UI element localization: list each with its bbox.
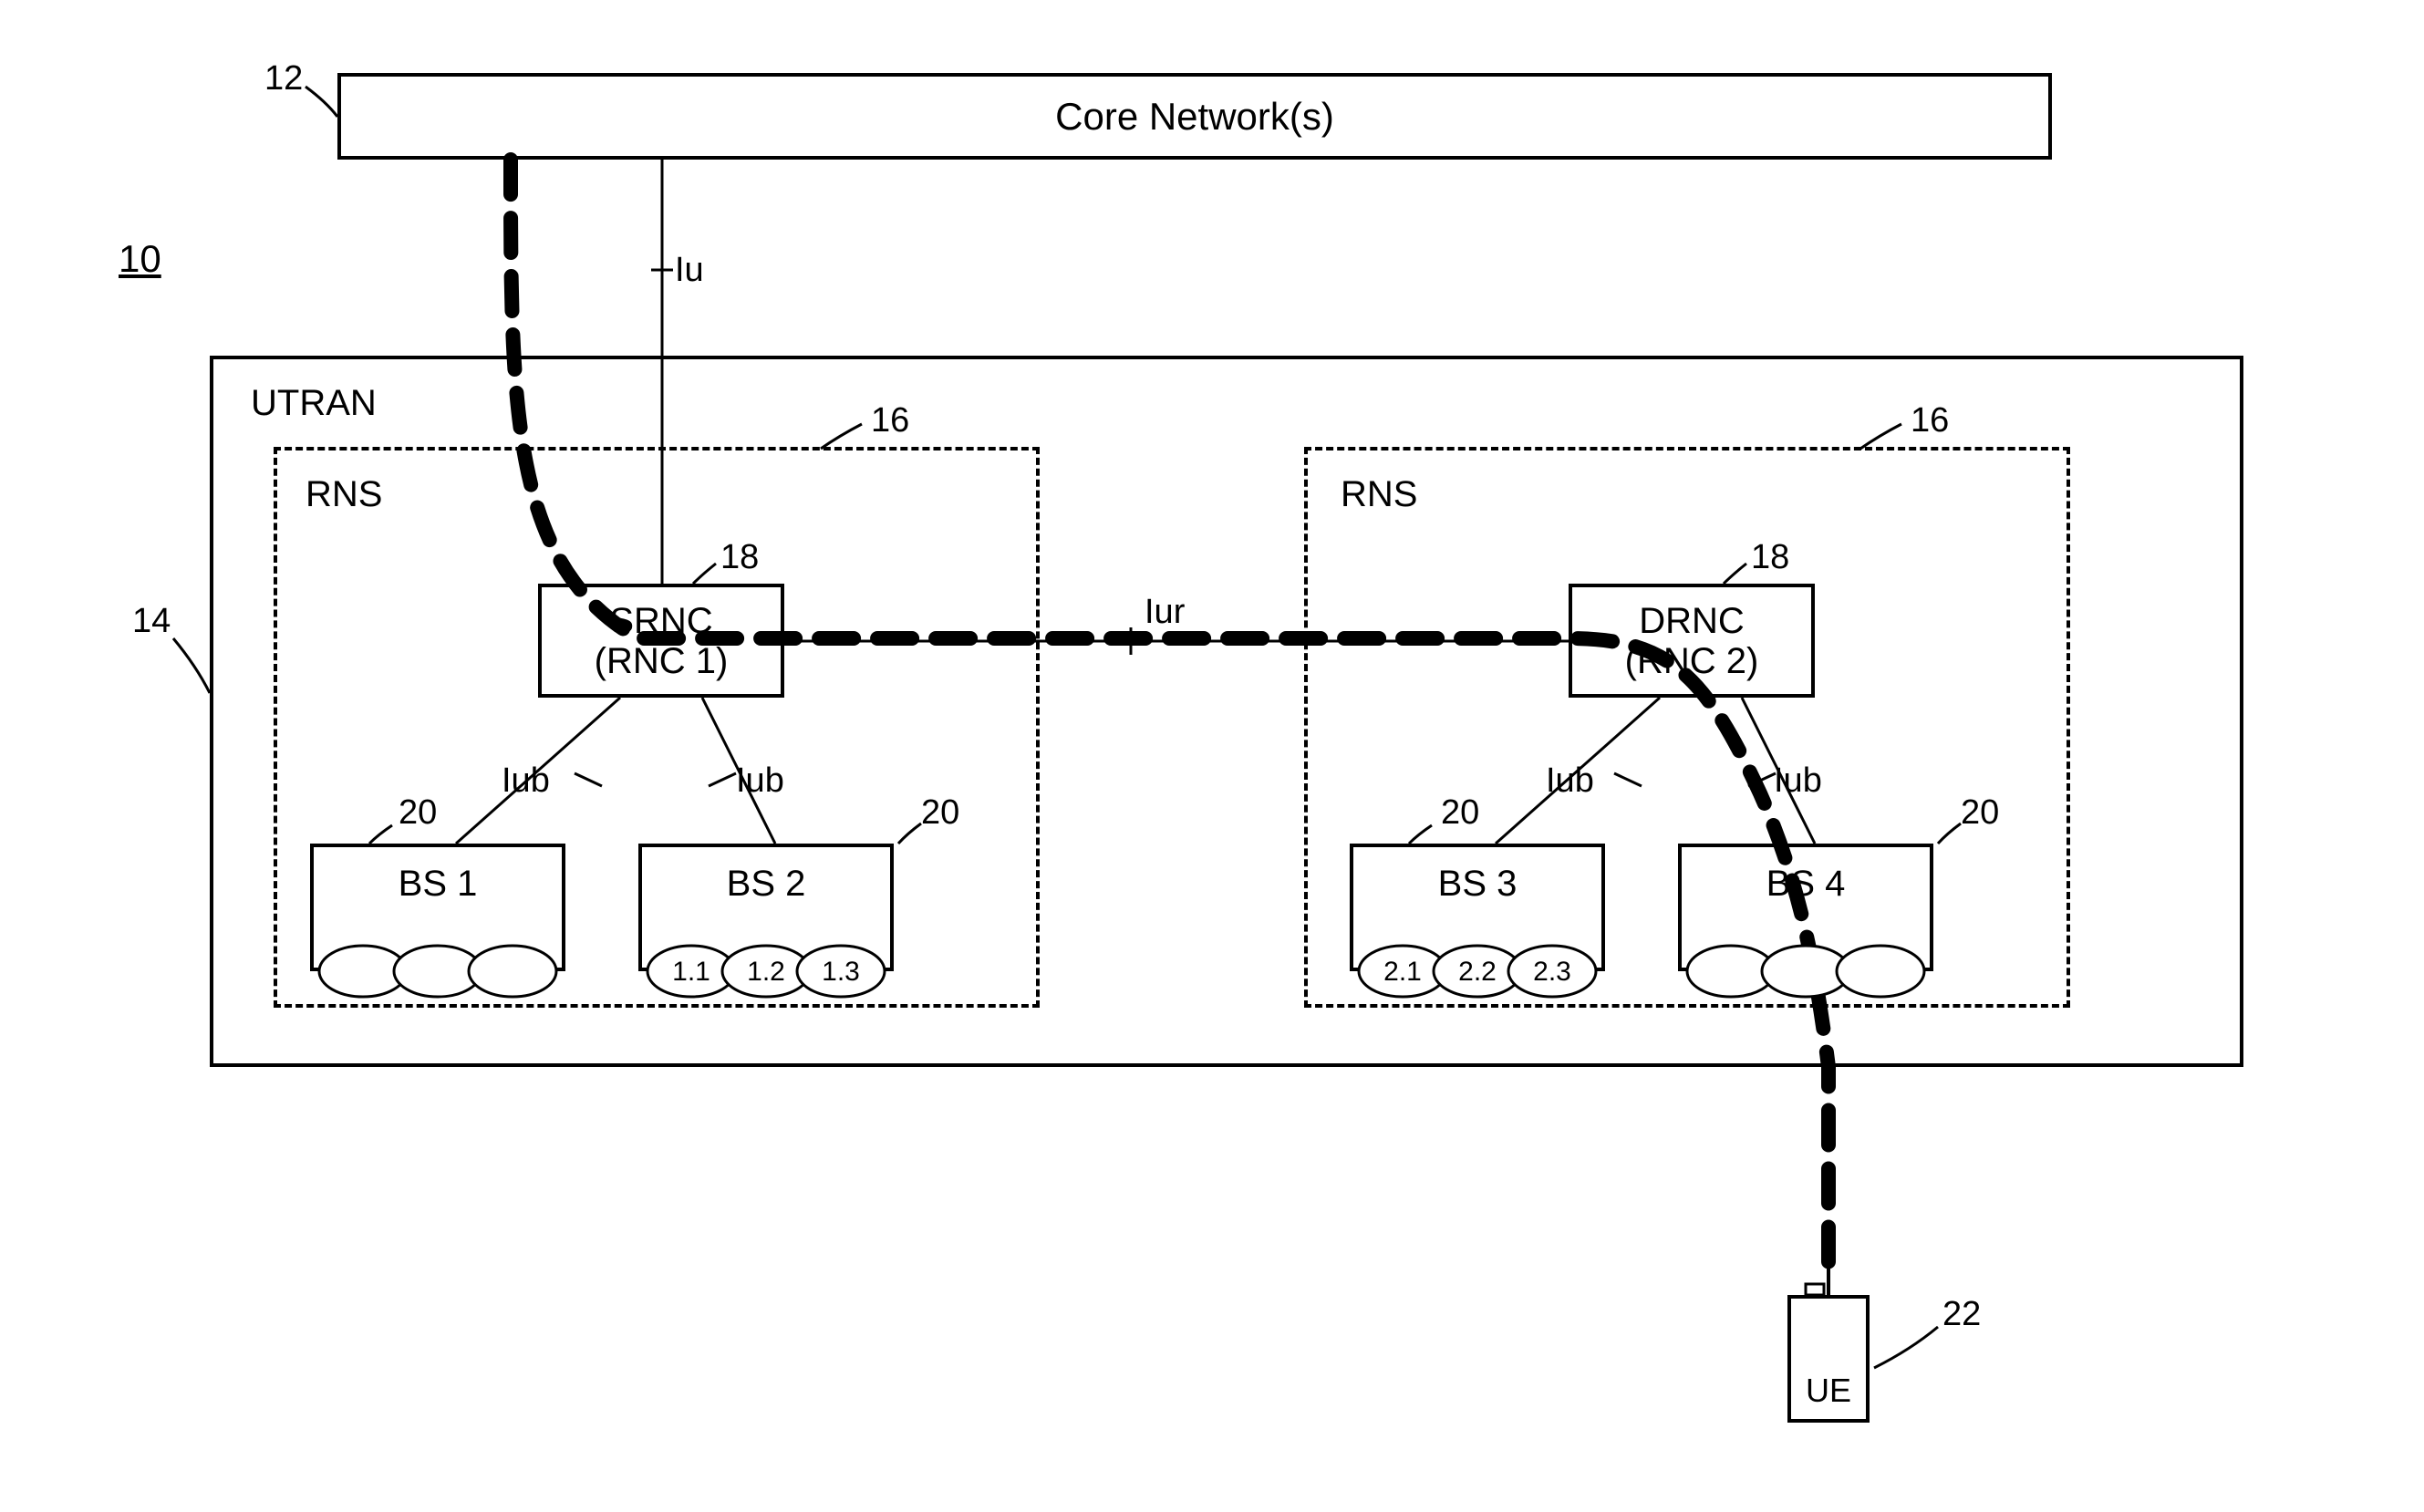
iub4-label: Iub [1774, 761, 1822, 801]
rns1-ref: 16 [871, 401, 909, 440]
srnc-line1: SRNC [609, 601, 712, 641]
srnc-ref: 18 [720, 538, 759, 577]
core-ref: 12 [264, 59, 303, 98]
iur-label: Iur [1145, 593, 1185, 632]
srnc-box: SRNC (RNC 1) [538, 584, 784, 698]
bs4-label: BS 4 [1682, 864, 1930, 905]
core-network-box: Core Network(s) [337, 73, 2052, 160]
ue-label: UE [1806, 1372, 1851, 1410]
bs2-label: BS 2 [642, 864, 890, 905]
bs2-box: BS 2 [638, 844, 894, 971]
srnc-line2: (RNC 1) [595, 641, 729, 681]
ue-ref: 22 [1942, 1295, 1981, 1334]
iu-label: Iu [675, 251, 704, 290]
bs1-ref: 20 [399, 793, 437, 833]
drnc-ref: 18 [1751, 538, 1789, 577]
iub3-label: Iub [1546, 761, 1594, 801]
utran-label: UTRAN [251, 383, 377, 424]
bs1-label: BS 1 [314, 864, 562, 905]
rns1-label: RNS [306, 474, 382, 515]
umts-network-diagram: Core Network(s) UTRAN RNS RNS SRNC (RNC … [0, 0, 2424, 1512]
ue-box: UE [1787, 1295, 1870, 1423]
drnc-line1: DRNC [1639, 601, 1745, 641]
bs3-box: BS 3 [1350, 844, 1605, 971]
utran-ref: 14 [132, 602, 171, 641]
diagram-ref: 10 [119, 237, 161, 281]
bs4-box: BS 4 [1678, 844, 1933, 971]
rns2-label: RNS [1341, 474, 1417, 515]
bs3-ref: 20 [1441, 793, 1479, 833]
bs4-ref: 20 [1961, 793, 1999, 833]
drnc-box: DRNC (RNC 2) [1569, 584, 1815, 698]
bs3-label: BS 3 [1353, 864, 1601, 905]
iub2-label: Iub [736, 761, 784, 801]
iub1-label: Iub [502, 761, 550, 801]
rns2-ref: 16 [1911, 401, 1949, 440]
bs2-ref: 20 [921, 793, 959, 833]
drnc-line2: (RNC 2) [1625, 641, 1759, 681]
bs1-box: BS 1 [310, 844, 565, 971]
core-network-label: Core Network(s) [1055, 95, 1334, 139]
